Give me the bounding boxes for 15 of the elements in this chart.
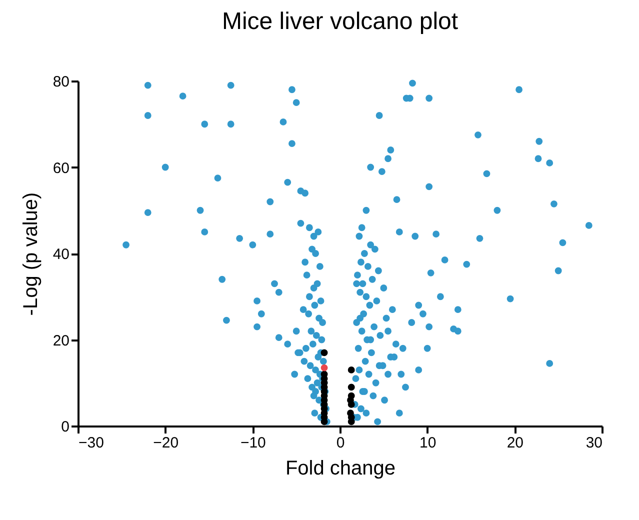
chart-title: Mice liver volcano plot [222, 8, 458, 35]
y-tick-label: 60 [52, 160, 70, 177]
x-axis-title: Fold change [285, 458, 396, 480]
x-tick-label: 0 [336, 434, 345, 452]
x-tick-label: −20 [153, 434, 179, 452]
x-tick-label: 10 [419, 434, 436, 452]
y-tick-label: 80 [52, 74, 70, 90]
y-axis-title: -Log (p value) [20, 192, 42, 316]
x-tick-label: 20 [506, 434, 524, 452]
y-tick-label: 0 [61, 418, 70, 436]
x-tick-label: 30 [586, 434, 602, 452]
y-tick-label: 20 [52, 332, 70, 350]
x-tick-label: −30 [78, 434, 104, 452]
y-tick-label: 40 [52, 246, 70, 263]
x-tick-label: −10 [240, 434, 266, 452]
